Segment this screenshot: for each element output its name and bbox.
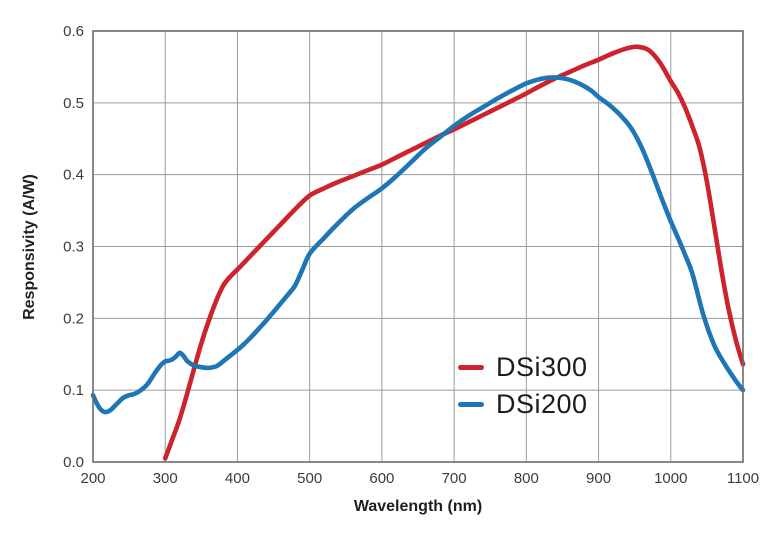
x-tick-label-900: 900	[586, 470, 611, 487]
x-axis-title-text: Wavelength (nm)	[353, 498, 483, 515]
series-line-dsi200	[90, 75, 746, 415]
legend-item-dsi300: DSi300	[458, 349, 588, 386]
y-tick-label-0.3: 0.3	[63, 239, 84, 256]
y-tick-label-0.1: 0.1	[63, 382, 84, 399]
y-tick-label-0.2: 0.2	[63, 310, 84, 327]
x-tick-label-200: 200	[80, 470, 105, 487]
legend-label-dsi200: DSi200	[496, 389, 588, 419]
plot-border	[92, 30, 744, 463]
y-tick-label-0.6: 0.6	[63, 23, 84, 40]
x-tick-label-400: 400	[225, 470, 250, 487]
x-tick-label-700: 700	[442, 470, 467, 487]
x-tick-label-500: 500	[297, 470, 322, 487]
x-tick-label-300: 300	[153, 470, 178, 487]
x-tick-label-600: 600	[369, 470, 394, 487]
legend-swatch-dsi200-icon	[458, 402, 484, 407]
legend-item-dsi200: DSi200	[458, 386, 588, 423]
legend: DSi300 DSi200	[458, 349, 588, 423]
legend-swatch-dsi300-icon	[458, 365, 484, 370]
x-tick-label-1000: 1000	[654, 470, 687, 487]
x-tick-label-1100: 1100	[727, 470, 759, 487]
x-tick-label-800: 800	[514, 470, 539, 487]
y-tick-label-0.4: 0.4	[63, 167, 84, 184]
x-axis-title: Wavelength (nm)	[29, 498, 778, 516]
y-tick-label-0.0: 0.0	[63, 454, 84, 471]
y-tick-label-0.5: 0.5	[63, 95, 84, 112]
legend-label-dsi300: DSi300	[496, 352, 588, 382]
y-axis-title: Responsivity (A/W)	[21, 174, 38, 320]
series-line-dsi300	[162, 44, 746, 461]
